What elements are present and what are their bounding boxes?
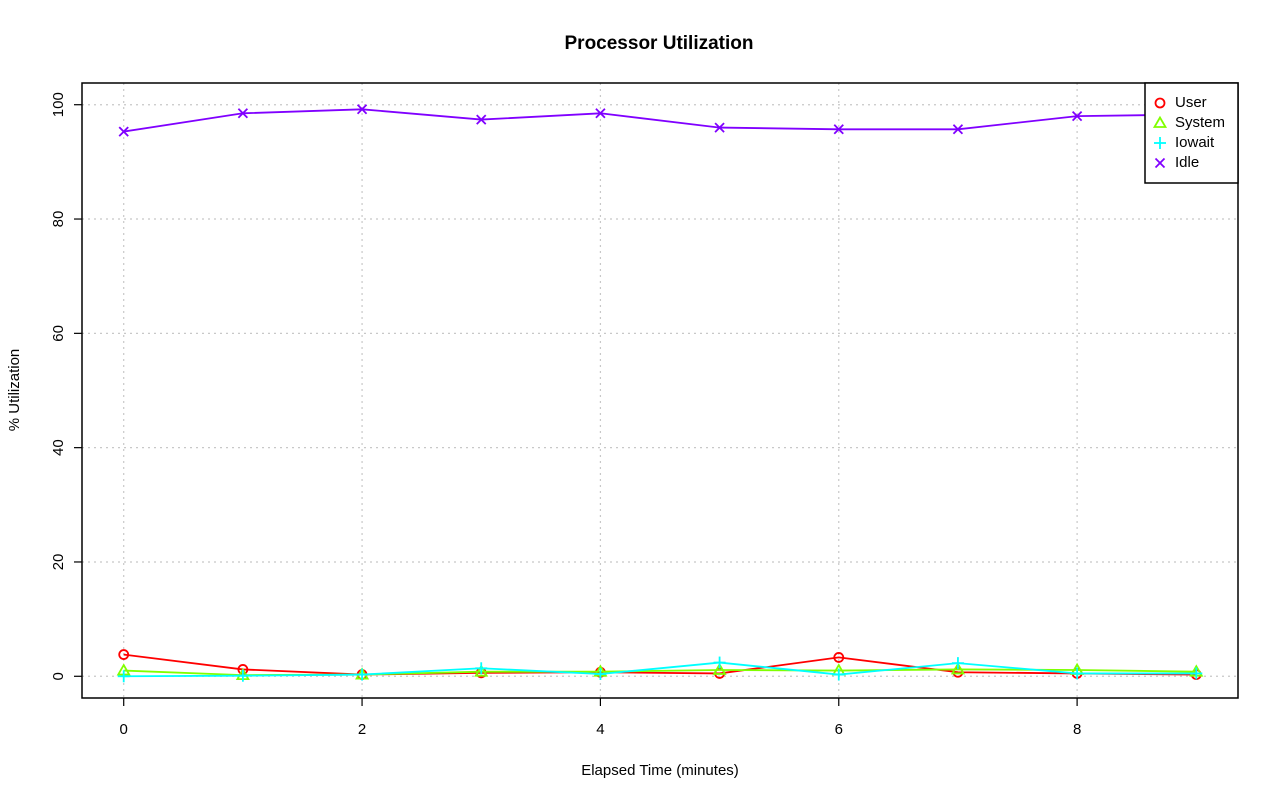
legend-marker-user [1154, 97, 1166, 109]
legend-item-user: User [1154, 94, 1207, 111]
legend-item-iowait: Iowait [1154, 134, 1215, 151]
data-point-iowait [1071, 667, 1084, 680]
y-tick-label: 0 [50, 672, 67, 680]
y-tick-label: 60 [50, 325, 67, 342]
y-axis: 0 20 40 60 80 100 [50, 92, 82, 680]
x-tick-label: 4 [596, 721, 604, 738]
series-layer [116, 104, 1204, 683]
legend-marker-system [1152, 115, 1168, 128]
legend-label-iowait: Iowait [1175, 134, 1215, 151]
data-point-idle [833, 124, 844, 135]
data-point-idle [356, 104, 368, 115]
data-point-idle [1071, 111, 1083, 122]
y-tick-label: 80 [50, 211, 67, 228]
data-point-iowait [951, 657, 964, 670]
legend-marker-iowait [1154, 137, 1166, 149]
data-point-iowait [594, 667, 607, 680]
legend: User System Iowait Idle [1144, 82, 1239, 184]
data-point-system [712, 662, 727, 675]
data-point-system [474, 664, 489, 677]
x-tick-label: 6 [835, 721, 843, 738]
x-tick-label: 2 [358, 721, 366, 738]
series-idle [118, 104, 1202, 137]
legend-item-system: System [1152, 114, 1225, 131]
plot-frame [81, 82, 1239, 699]
data-point-idle [714, 122, 725, 133]
data-point-idle [118, 126, 129, 137]
data-point-iowait [832, 668, 845, 681]
data-point-user [833, 652, 845, 663]
y-tick-label: 40 [50, 439, 67, 456]
legend-label-idle: Idle [1175, 154, 1199, 171]
legend-label-user: User [1175, 94, 1207, 111]
x-axis: 0 2 4 6 8 [120, 698, 1081, 738]
series-line-iowait [123, 661, 1197, 678]
y-tick-label: 20 [50, 554, 67, 571]
data-point-iowait [356, 668, 369, 681]
data-point-iowait [236, 669, 249, 682]
data-point-idle [595, 108, 606, 119]
x-tick-label: 8 [1073, 721, 1081, 738]
grid [82, 83, 1238, 698]
y-axis-label: % Utilization [6, 349, 23, 432]
data-point-system [950, 662, 965, 675]
series-line-user [123, 653, 1197, 676]
data-point-iowait [1190, 667, 1203, 680]
legend-marker-idle [1154, 157, 1166, 169]
data-point-idle [476, 114, 487, 125]
legend-item-idle: Idle [1154, 154, 1199, 171]
data-point-iowait [475, 662, 488, 675]
series-iowait [117, 656, 1203, 683]
y-tick-label: 100 [50, 92, 67, 117]
chart-title: Processor Utilization [565, 33, 754, 54]
series-line-idle [123, 108, 1197, 133]
data-point-iowait [713, 656, 726, 669]
data-point-user [118, 649, 130, 660]
x-axis-label: Elapsed Time (minutes) [581, 762, 739, 779]
data-point-iowait [117, 670, 130, 683]
legend-label-system: System [1175, 114, 1225, 131]
legend-box [1144, 82, 1239, 184]
data-point-idle [952, 124, 964, 135]
x-tick-label: 0 [120, 721, 128, 738]
data-point-idle [237, 108, 249, 119]
